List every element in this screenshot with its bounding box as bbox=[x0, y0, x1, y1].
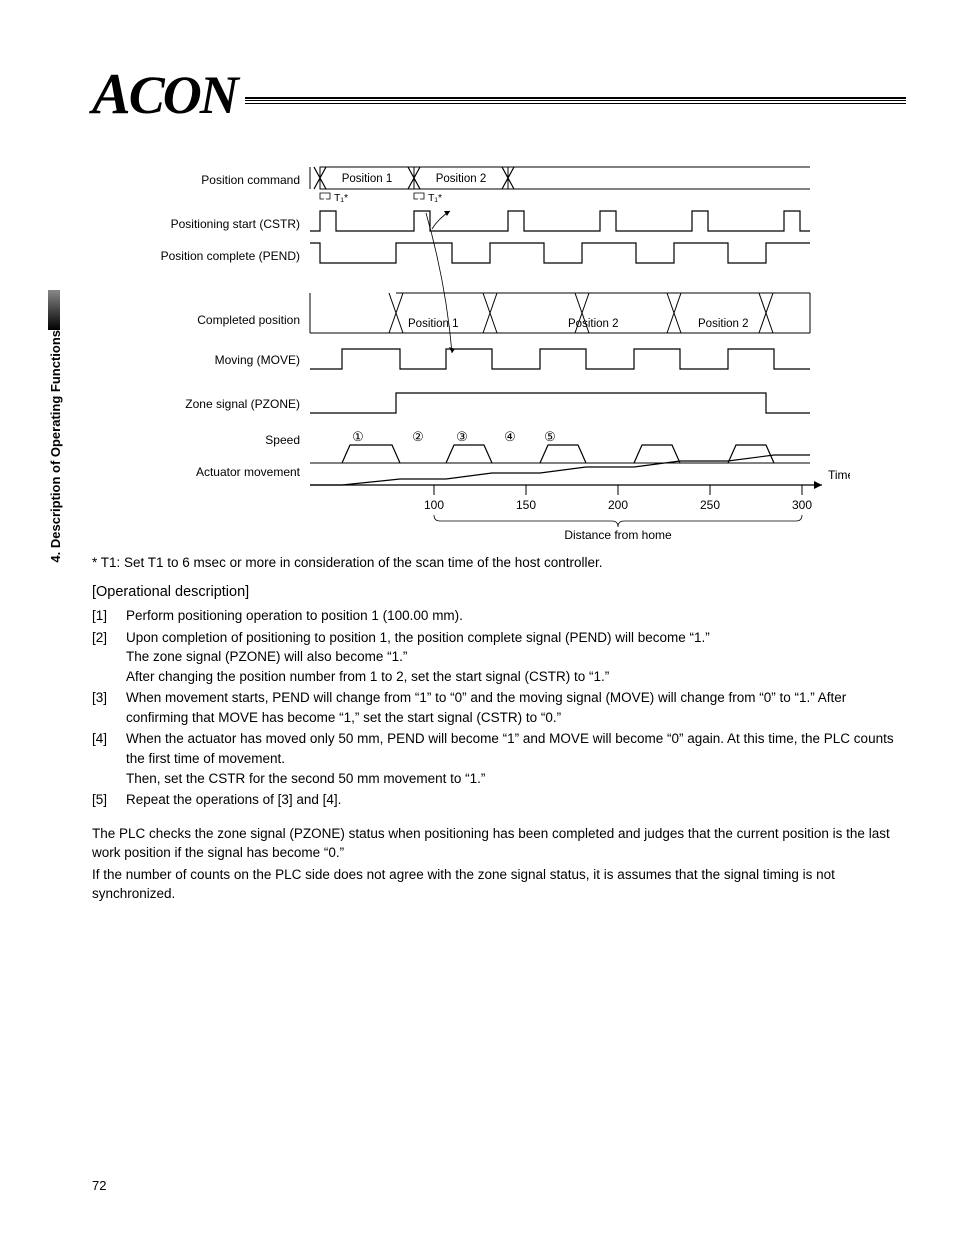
description-paragraphs: The PLC checks the zone signal (PZONE) s… bbox=[92, 824, 906, 904]
step-text: Perform positioning operation to positio… bbox=[126, 606, 906, 626]
section-heading: [Operational description] bbox=[92, 584, 906, 600]
svg-text:200: 200 bbox=[608, 498, 628, 512]
timing-diagram: Position 1 Position 2 T₁* T₁* Position 1 Posi… bbox=[150, 163, 850, 543]
svg-text:Position 2: Position 2 bbox=[568, 318, 619, 330]
svg-text:100: 100 bbox=[424, 498, 444, 512]
header-logo-row: ACON bbox=[92, 60, 906, 127]
footnote: * T1: Set T1 to 6 msec or more in consid… bbox=[92, 555, 906, 570]
row-label: Moving (MOVE) bbox=[150, 353, 300, 367]
row-label: Zone signal (PZONE) bbox=[150, 397, 300, 411]
paragraph: The PLC checks the zone signal (PZONE) s… bbox=[92, 824, 906, 863]
steps-list: [1]Perform positioning operation to posi… bbox=[92, 606, 906, 810]
step-number: [2] bbox=[92, 628, 126, 687]
step-item: [5]Repeat the operations of [3] and [4]. bbox=[92, 790, 906, 810]
svg-text:⑤: ⑤ bbox=[544, 429, 556, 444]
step-number: [1] bbox=[92, 606, 126, 626]
svg-text:①: ① bbox=[352, 429, 364, 444]
svg-text:Position 1: Position 1 bbox=[408, 318, 459, 330]
svg-text:④: ④ bbox=[504, 429, 516, 444]
step-text: Upon completion of positioning to positi… bbox=[126, 628, 906, 687]
row-label: Completed position bbox=[150, 313, 300, 327]
step-text: When the actuator has moved only 50 mm, … bbox=[126, 729, 906, 788]
step-text: Repeat the operations of [3] and [4]. bbox=[126, 790, 906, 810]
brand-logo: ACON bbox=[92, 60, 237, 127]
svg-text:Position 2: Position 2 bbox=[436, 173, 487, 185]
svg-text:③: ③ bbox=[456, 429, 468, 444]
step-number: [4] bbox=[92, 729, 126, 788]
paragraph: If the number of counts on the PLC side … bbox=[92, 865, 906, 904]
header-rule bbox=[245, 97, 906, 114]
svg-text:Distance from home: Distance from home bbox=[564, 528, 672, 542]
svg-text:Position 2: Position 2 bbox=[698, 318, 749, 330]
step-number: [3] bbox=[92, 688, 126, 727]
sidebar-tab bbox=[48, 290, 60, 330]
row-label: Position complete (PEND) bbox=[150, 249, 300, 263]
section-label: 4. Description of Operating Functions bbox=[48, 330, 63, 563]
logo-prefix: A bbox=[92, 61, 129, 126]
svg-text:②: ② bbox=[412, 429, 424, 444]
page-number: 72 bbox=[92, 1178, 106, 1193]
svg-text:Position 1: Position 1 bbox=[342, 173, 393, 185]
row-label: Actuator movement bbox=[150, 465, 300, 479]
step-item: [1]Perform positioning operation to posi… bbox=[92, 606, 906, 626]
step-item: [3]When movement starts, PEND will chang… bbox=[92, 688, 906, 727]
step-item: [4]When the actuator has moved only 50 m… bbox=[92, 729, 906, 788]
svg-text:Time: Time bbox=[828, 468, 850, 482]
step-item: [2]Upon completion of positioning to pos… bbox=[92, 628, 906, 687]
svg-text:T₁*: T₁* bbox=[334, 192, 348, 204]
svg-text:T₁*: T₁* bbox=[428, 192, 442, 204]
row-label: Speed bbox=[150, 433, 300, 447]
svg-text:250: 250 bbox=[700, 498, 720, 512]
step-number: [5] bbox=[92, 790, 126, 810]
svg-text:300: 300 bbox=[792, 498, 812, 512]
logo-suffix: CON bbox=[129, 65, 237, 125]
row-label: Positioning start (CSTR) bbox=[150, 217, 300, 231]
svg-text:150: 150 bbox=[516, 498, 536, 512]
row-label: Position command bbox=[150, 173, 300, 187]
step-text: When movement starts, PEND will change f… bbox=[126, 688, 906, 727]
